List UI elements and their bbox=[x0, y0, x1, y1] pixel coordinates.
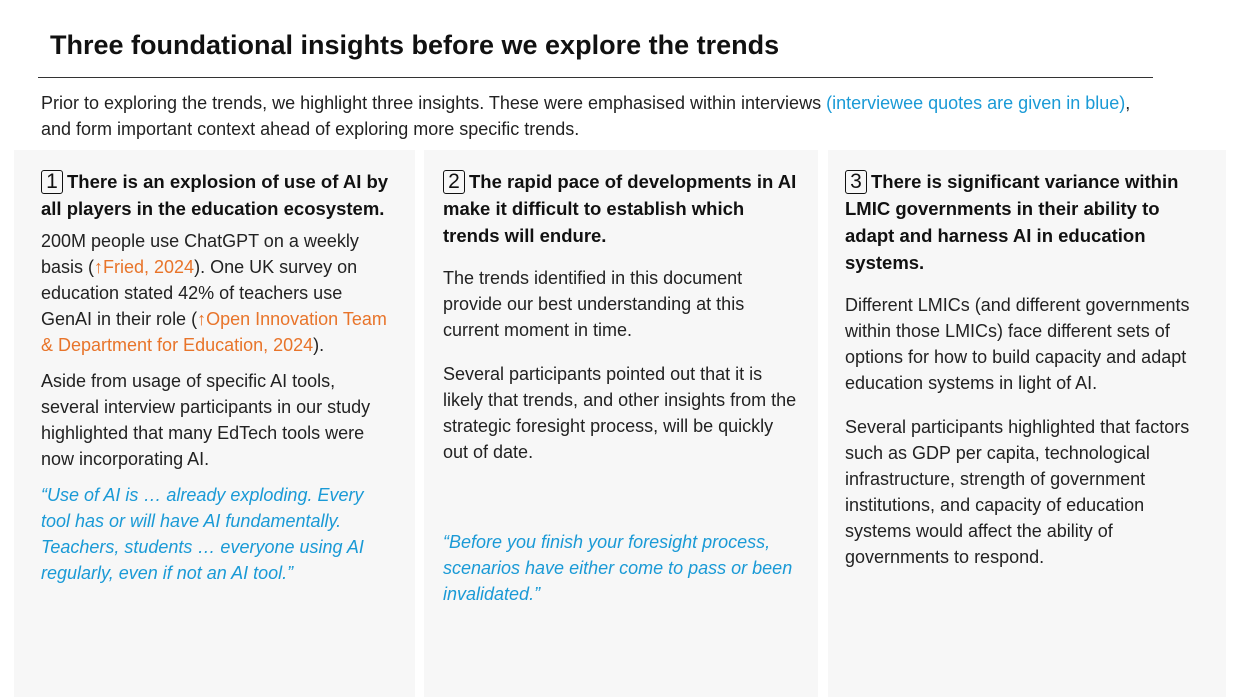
insight-heading: 3 There is significant variance within LM… bbox=[845, 168, 1206, 276]
intro-text: , and form important context ahead of ex… bbox=[41, 93, 1131, 139]
heading-text: There is significant variance within LMI… bbox=[845, 171, 1179, 273]
title-rule bbox=[38, 77, 1153, 78]
intro: Prior to exploring the trends, we highli… bbox=[41, 90, 1151, 142]
insight-heading: 2 The rapid pace of developments in AI ma… bbox=[443, 168, 798, 249]
text: ). One UK survey on education stated 42%… bbox=[41, 257, 358, 329]
paragraph: Several participants highlighted that fa… bbox=[845, 417, 1190, 567]
heading-text: There is an explosion of use of AI by al… bbox=[41, 171, 389, 219]
insight-column: 3 There is significant variance within LM… bbox=[828, 150, 1226, 697]
reference-link[interactable]: ↑Open Innovation Team & Department for E… bbox=[41, 309, 387, 355]
text: ). bbox=[313, 335, 325, 355]
intro-text: Prior to exploring the trends, we highli… bbox=[41, 93, 827, 113]
title: Three foundational insights before we ex… bbox=[50, 30, 780, 60]
paragraph: Several participants pointed out that it… bbox=[443, 364, 797, 462]
quote: “Use of AI is … already exploding. Every… bbox=[41, 485, 364, 583]
insight-number: 2 bbox=[443, 170, 465, 194]
quote: “Before you finish your foresight proces… bbox=[443, 532, 793, 604]
insight-number: 3 bbox=[845, 170, 867, 194]
heading-text: The rapid pace of developments in AI mak… bbox=[443, 171, 797, 246]
insight-column: 1 There is an explosion of use of AI by a… bbox=[14, 150, 415, 697]
reference-link[interactable]: ↑Fried, 2024 bbox=[94, 257, 195, 277]
paragraph: The trends identified in this document p… bbox=[443, 268, 745, 340]
paragraph: Different LMICs (and different governmen… bbox=[845, 295, 1190, 393]
insight-column: 2 The rapid pace of developments in AI ma… bbox=[424, 150, 818, 697]
insight-heading: 1 There is an explosion of use of AI by a… bbox=[41, 168, 395, 222]
insight-number: 1 bbox=[41, 170, 63, 194]
text: 200M people use ChatGPT on a weekly basi… bbox=[41, 231, 359, 277]
paragraph: 200M people use ChatGPT on a weekly basi… bbox=[41, 228, 395, 358]
intro-note: (interviewee quotes are given in blue) bbox=[826, 93, 1126, 113]
paragraph: Aside from usage of specific AI tools, s… bbox=[41, 371, 371, 469]
